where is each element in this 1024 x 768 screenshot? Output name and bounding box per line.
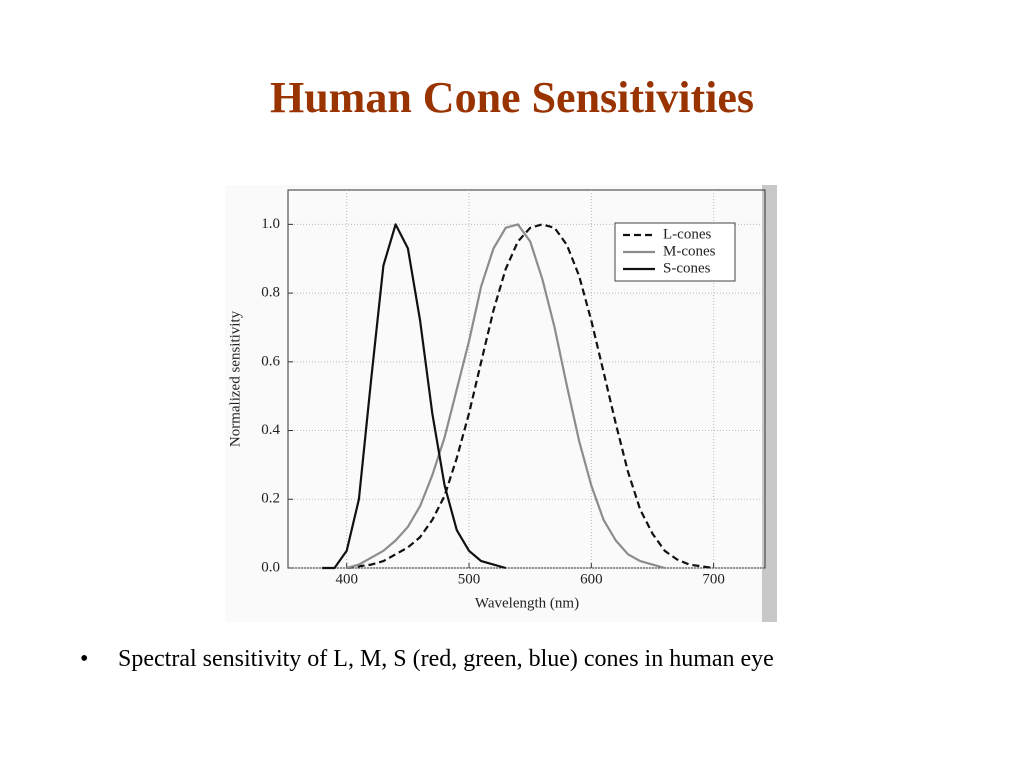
series-line [346,223,665,570]
y-tick-label: 0.2 [261,491,280,507]
series-line [322,223,506,570]
y-tick-label: 0.8 [261,285,280,301]
y-tick-label: 0.0 [261,559,280,575]
legend-label: L-cones [663,226,711,242]
y-tick-label: 0.6 [261,353,280,369]
x-tick-label: 500 [458,571,481,587]
y-tick-label: 0.4 [261,422,280,438]
series-line [346,223,714,570]
plot-frame [287,189,766,569]
y-axis-label: Normalized sensitivity [227,310,243,447]
bullet-text: Spectral sensitivity of L, M, S (red, gr… [118,646,774,672]
y-tick-label: 1.0 [261,216,280,232]
x-tick-label: 700 [702,571,725,587]
x-axis-label: Wavelength (nm) [475,595,579,611]
bullet: • Spectral sensitivity of L, M, S (red, g… [80,646,774,672]
x-tick-label: 400 [335,571,358,587]
legend-label: M-cones [663,243,716,259]
x-tick-label: 600 [580,571,603,587]
slide-title: Human Cone Sensitivities [269,73,755,122]
page-edge [762,185,777,622]
legend-label: S-cones [663,260,711,276]
